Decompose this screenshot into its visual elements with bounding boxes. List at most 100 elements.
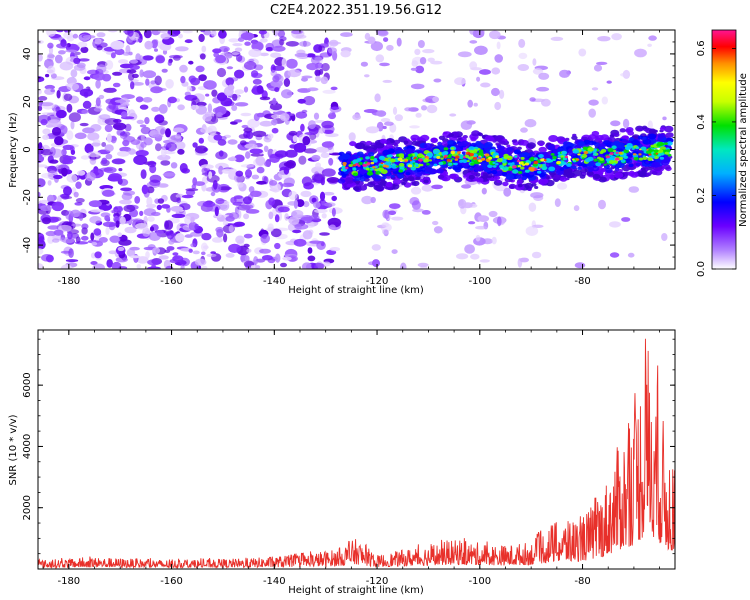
spectrogram-noise-blob [235, 170, 244, 177]
spectrogram-noise-blob [479, 259, 490, 263]
spectrogram-noise-blob [265, 47, 274, 52]
spectrogram-noise-blob [283, 78, 291, 87]
spectrogram-noise-blob [300, 190, 312, 198]
spectrogram-noise-blob [90, 232, 95, 241]
spectrogram-noise-blob [230, 156, 236, 161]
spectrogram-noise-blob [449, 113, 457, 117]
spectrogram-noise-blob [49, 159, 59, 164]
spectrogram-noise-blob [530, 192, 544, 199]
spectrogram-noise-blob [210, 30, 217, 37]
spectrogram-noise-blob [468, 221, 476, 225]
spectrogram-noise-blob [89, 216, 102, 224]
spectrogram-noise-blob [203, 245, 209, 250]
spectrogram-noise-blob [51, 126, 62, 136]
spectrogram-noise-blob [74, 132, 87, 140]
spectrogram-noise-blob [460, 120, 473, 130]
spectrogram-noise-blob [108, 100, 117, 110]
spectrogram-noise-blob [88, 200, 102, 208]
spectrogram-noise-blob [173, 55, 181, 61]
spectrogram-signal-blob [410, 166, 417, 171]
colorbar-tick-label: 0.4 [696, 114, 707, 130]
spectrogram-noise-blob [132, 218, 143, 223]
spectrogram-noise-blob [134, 196, 141, 204]
spectrogram-noise-blob [422, 49, 435, 54]
spectrogram-noise-blob [135, 223, 149, 230]
spectrogram-noise-blob [292, 135, 298, 143]
spectrogram-signal-blob [666, 141, 673, 146]
spectrogram-noise-blob [230, 197, 237, 204]
spectrogram-noise-blob [112, 82, 121, 88]
spectrogram-noise-blob [58, 224, 72, 232]
spectrogram-noise-blob [322, 89, 336, 94]
spectrogram-noise-blob [182, 30, 193, 34]
spectrogram-noise-blob [96, 45, 103, 51]
spectrogram-signal-blob [346, 160, 352, 164]
spectrogram-noise-blob [301, 109, 308, 113]
spectrogram-noise-blob [184, 215, 192, 225]
spectrogram-noise-blob [253, 113, 260, 122]
spectrogram-noise-blob [271, 114, 280, 119]
spectrogram-noise-blob [48, 119, 58, 128]
x-tick-label: -140 [263, 576, 286, 587]
spectrogram-noise-blob [188, 75, 197, 83]
spectrogram-noise-blob [559, 69, 570, 78]
spectrogram-signal-blob [352, 172, 359, 177]
spectrogram-noise-blob [421, 105, 427, 111]
spectrogram-noise-blob [380, 118, 391, 123]
spectrogram-signal-blob [653, 149, 659, 153]
spectrogram-noise-blob [195, 65, 205, 73]
spectrogram-noise-blob [456, 253, 469, 260]
x-tick-label: -140 [263, 276, 286, 287]
spectrogram-noise-blob [218, 186, 232, 191]
spectrogram-signal-blob [436, 169, 442, 174]
spectrogram-noise-blob [218, 165, 224, 175]
spectrogram-noise-blob [217, 139, 227, 146]
spectrogram-noise-blob [239, 140, 247, 146]
spectrogram-noise-blob [319, 52, 333, 58]
spectrogram-noise-blob [243, 86, 249, 93]
x-tick-label: -100 [468, 276, 491, 287]
spectrogram-noise-blob [432, 96, 439, 103]
spectrogram-noise-blob [293, 238, 307, 247]
spectrogram-noise-blob [73, 51, 81, 56]
spectrogram-noise-blob [225, 253, 235, 258]
spectrogram-signal-blob [627, 130, 635, 136]
spectrogram-signal-blob [632, 153, 637, 156]
spectrogram-noise-blob [211, 237, 224, 243]
spectrogram-noise-blob [110, 135, 117, 144]
spectrogram-noise-blob [277, 206, 290, 213]
spectrogram-noise-blob [469, 40, 478, 44]
spectrogram-noise-blob [319, 232, 330, 236]
spectrogram-noise-blob [158, 255, 169, 260]
spectrogram-noise-blob [184, 39, 193, 44]
spectrogram-noise-blob [151, 39, 158, 49]
spectrogram-signal-blob [488, 156, 493, 160]
spectrogram-signal-blob [658, 154, 661, 157]
spectrogram-signal-blob [348, 164, 353, 167]
spectrogram-signal-blob [341, 165, 346, 169]
spectrogram-noise-blob [606, 80, 612, 84]
spectrogram-noise-blob [271, 30, 280, 34]
spectrogram-noise-blob [433, 78, 442, 83]
spectrogram-noise-blob [661, 233, 668, 241]
spectrogram-signal-blob [484, 141, 493, 148]
spectrogram-signal-blob [337, 178, 346, 184]
spectrogram-noise-blob [158, 30, 169, 33]
spectrogram-noise-blob [388, 210, 397, 216]
spectrogram-noise-blob [42, 134, 49, 140]
spectrogram-noise-blob [169, 230, 174, 234]
spectrogram-signal-blob [572, 160, 577, 163]
spectrogram-noise-blob [146, 196, 153, 207]
spectrogram-noise-blob [268, 197, 276, 206]
spectrogram-signal-blob [366, 162, 371, 166]
spectrogram-noise-blob [149, 174, 162, 183]
spectrogram-noise-blob [60, 250, 71, 254]
spectrogram-noise-blob [318, 45, 326, 52]
spectrogram-noise-blob [313, 174, 325, 184]
spectrogram-noise-blob [76, 62, 86, 69]
spectrogram-noise-blob [47, 65, 56, 75]
spectrogram-noise-blob [330, 86, 338, 91]
spectrogram-signal-blob [645, 161, 650, 164]
spectrogram-signal-blob [505, 173, 515, 180]
spectrogram-noise-blob [256, 180, 267, 185]
